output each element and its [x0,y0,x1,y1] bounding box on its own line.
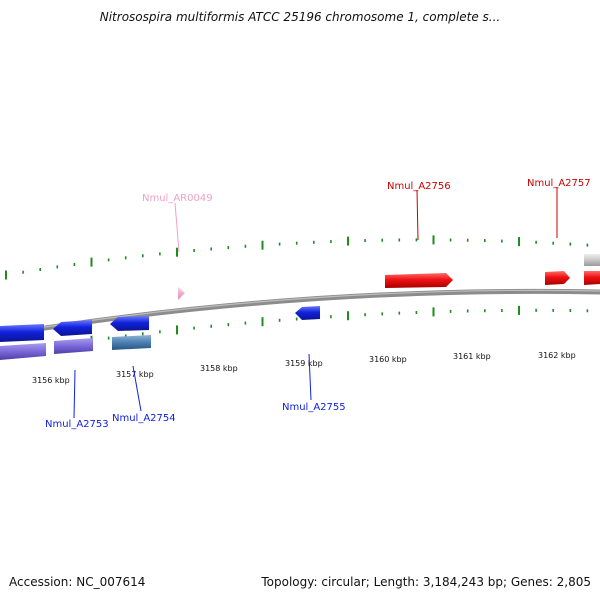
scale-label-3161: 3161 kbp [453,352,491,361]
leader-line-a2754 [132,365,142,412]
scale-label-3159: 3159 kbp [285,359,323,368]
gene-feature-partial-left[interactable] [0,324,46,360]
topology-stats-text: Topology: circular; Length: 3,184,243 bp… [261,575,591,589]
outer-tick-ring [5,235,589,280]
gene-label-nmul-a2755[interactable]: Nmul_A2755 [282,402,346,413]
scale-label-3162: 3162 kbp [538,351,576,360]
leader-line-a2755 [308,353,312,401]
gene-label-nmul-a2756[interactable]: Nmul_A2756 [387,181,451,192]
gene-feature-nmul-a2754[interactable] [110,316,151,350]
gene-feature-nmul-a2756[interactable] [385,273,453,288]
scale-label-3160: 3160 kbp [369,355,407,364]
gene-label-nmul-ar0049[interactable]: Nmul_AR0049 [142,193,213,204]
gene-feature-partial-right-red[interactable] [584,271,600,285]
leader-line-a2753 [73,369,76,419]
gene-label-nmul-a2757[interactable]: Nmul_A2757 [527,178,591,189]
leader-line-ar0049 [174,202,180,253]
accession-text: Accession: NC_007614 [9,575,146,589]
gene-feature-nmul-a2755[interactable] [295,306,320,320]
map-title: Nitrosospira multiformis ATCC 25196 chro… [99,10,501,24]
gene-feature-nmul-a2753[interactable] [53,320,93,354]
gene-feature-nmul-a2757[interactable] [545,271,570,285]
gene-feature-partial-right-grey[interactable] [584,254,600,266]
gene-label-nmul-a2754[interactable]: Nmul_A2754 [112,413,176,424]
scale-label-3158: 3158 kbp [200,364,238,373]
leader-line-a2756 [416,189,419,241]
gene-feature-nmul-ar0049[interactable] [178,287,185,300]
gene-label-nmul-a2753[interactable]: Nmul_A2753 [45,419,109,430]
scale-label-3156: 3156 kbp [32,376,70,385]
